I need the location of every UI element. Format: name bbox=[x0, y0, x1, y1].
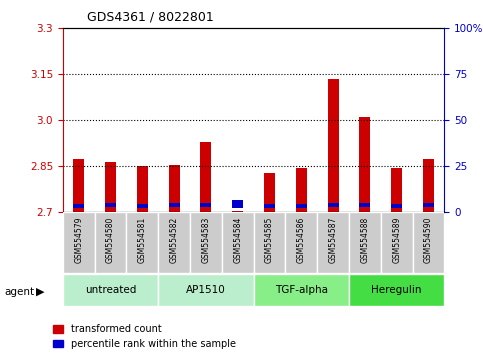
Bar bbox=[327, 203, 339, 207]
Bar bbox=[222, 212, 254, 273]
Bar bbox=[169, 203, 180, 207]
Text: ▶: ▶ bbox=[36, 287, 45, 297]
Text: GSM554579: GSM554579 bbox=[74, 216, 83, 263]
Bar bbox=[73, 204, 84, 208]
Text: agent: agent bbox=[5, 287, 35, 297]
Bar bbox=[105, 203, 116, 207]
Bar bbox=[264, 173, 275, 212]
Bar bbox=[200, 142, 212, 212]
Bar bbox=[391, 168, 402, 212]
Bar bbox=[423, 159, 434, 212]
Text: GSM554580: GSM554580 bbox=[106, 216, 115, 263]
Bar bbox=[95, 212, 127, 273]
Text: GSM554589: GSM554589 bbox=[392, 216, 401, 263]
Bar bbox=[349, 212, 381, 273]
Bar bbox=[296, 204, 307, 208]
Bar bbox=[317, 212, 349, 273]
Bar bbox=[391, 204, 402, 208]
Bar bbox=[349, 274, 444, 306]
Bar bbox=[296, 168, 307, 212]
Text: untreated: untreated bbox=[85, 285, 136, 295]
Bar bbox=[381, 212, 412, 273]
Text: GDS4361 / 8022801: GDS4361 / 8022801 bbox=[87, 11, 213, 24]
Text: GSM554586: GSM554586 bbox=[297, 216, 306, 263]
Bar bbox=[190, 212, 222, 273]
Legend: transformed count, percentile rank within the sample: transformed count, percentile rank withi… bbox=[53, 324, 236, 349]
Bar bbox=[137, 204, 148, 208]
Bar bbox=[63, 274, 158, 306]
Bar bbox=[254, 212, 285, 273]
Text: AP1510: AP1510 bbox=[186, 285, 226, 295]
Bar bbox=[137, 166, 148, 212]
Text: GSM554585: GSM554585 bbox=[265, 216, 274, 263]
Bar bbox=[73, 159, 84, 212]
Bar bbox=[169, 165, 180, 212]
Text: GSM554584: GSM554584 bbox=[233, 216, 242, 263]
Text: GSM554590: GSM554590 bbox=[424, 216, 433, 263]
Bar bbox=[232, 211, 243, 212]
Bar bbox=[254, 274, 349, 306]
Text: Heregulin: Heregulin bbox=[371, 285, 422, 295]
Bar bbox=[359, 117, 370, 212]
Text: GSM554581: GSM554581 bbox=[138, 216, 147, 263]
Text: TGF-alpha: TGF-alpha bbox=[275, 285, 328, 295]
Bar bbox=[158, 274, 254, 306]
Bar bbox=[412, 212, 444, 273]
Bar bbox=[105, 162, 116, 212]
Bar bbox=[285, 212, 317, 273]
Bar bbox=[423, 203, 434, 207]
Bar bbox=[359, 203, 370, 207]
Bar bbox=[127, 212, 158, 273]
Text: GSM554587: GSM554587 bbox=[328, 216, 338, 263]
Bar bbox=[232, 200, 243, 208]
Text: GSM554583: GSM554583 bbox=[201, 216, 211, 263]
Bar bbox=[158, 212, 190, 273]
Bar bbox=[200, 203, 212, 207]
Bar bbox=[327, 79, 339, 212]
Bar bbox=[63, 212, 95, 273]
Text: GSM554588: GSM554588 bbox=[360, 216, 369, 263]
Bar bbox=[264, 204, 275, 208]
Text: GSM554582: GSM554582 bbox=[170, 216, 179, 263]
